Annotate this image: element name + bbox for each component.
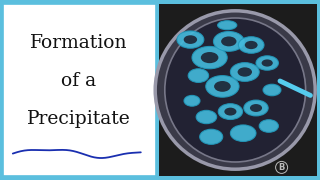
Ellipse shape	[230, 63, 259, 81]
Ellipse shape	[165, 18, 306, 162]
FancyBboxPatch shape	[3, 4, 156, 176]
Ellipse shape	[261, 59, 273, 67]
Ellipse shape	[192, 46, 227, 69]
Ellipse shape	[196, 110, 217, 124]
Ellipse shape	[238, 37, 264, 53]
Ellipse shape	[259, 120, 278, 132]
Ellipse shape	[244, 100, 268, 116]
Ellipse shape	[213, 31, 244, 51]
Ellipse shape	[155, 11, 315, 169]
Ellipse shape	[214, 81, 231, 92]
Text: of a: of a	[61, 72, 96, 90]
Ellipse shape	[230, 125, 256, 141]
Ellipse shape	[256, 56, 278, 70]
Ellipse shape	[201, 52, 219, 63]
Ellipse shape	[218, 104, 243, 120]
Ellipse shape	[218, 21, 237, 30]
Ellipse shape	[206, 76, 239, 97]
Ellipse shape	[238, 67, 252, 77]
Ellipse shape	[184, 35, 197, 44]
Bar	[159, 4, 317, 176]
Ellipse shape	[188, 69, 209, 82]
Text: Precipitate: Precipitate	[27, 110, 130, 128]
Text: B: B	[278, 163, 285, 172]
Ellipse shape	[263, 84, 281, 96]
Ellipse shape	[221, 36, 236, 46]
Ellipse shape	[177, 31, 204, 48]
Text: Formation: Formation	[30, 34, 127, 52]
Ellipse shape	[245, 41, 258, 49]
Ellipse shape	[250, 104, 262, 112]
Ellipse shape	[224, 108, 236, 116]
Ellipse shape	[200, 129, 223, 144]
Ellipse shape	[184, 95, 200, 106]
